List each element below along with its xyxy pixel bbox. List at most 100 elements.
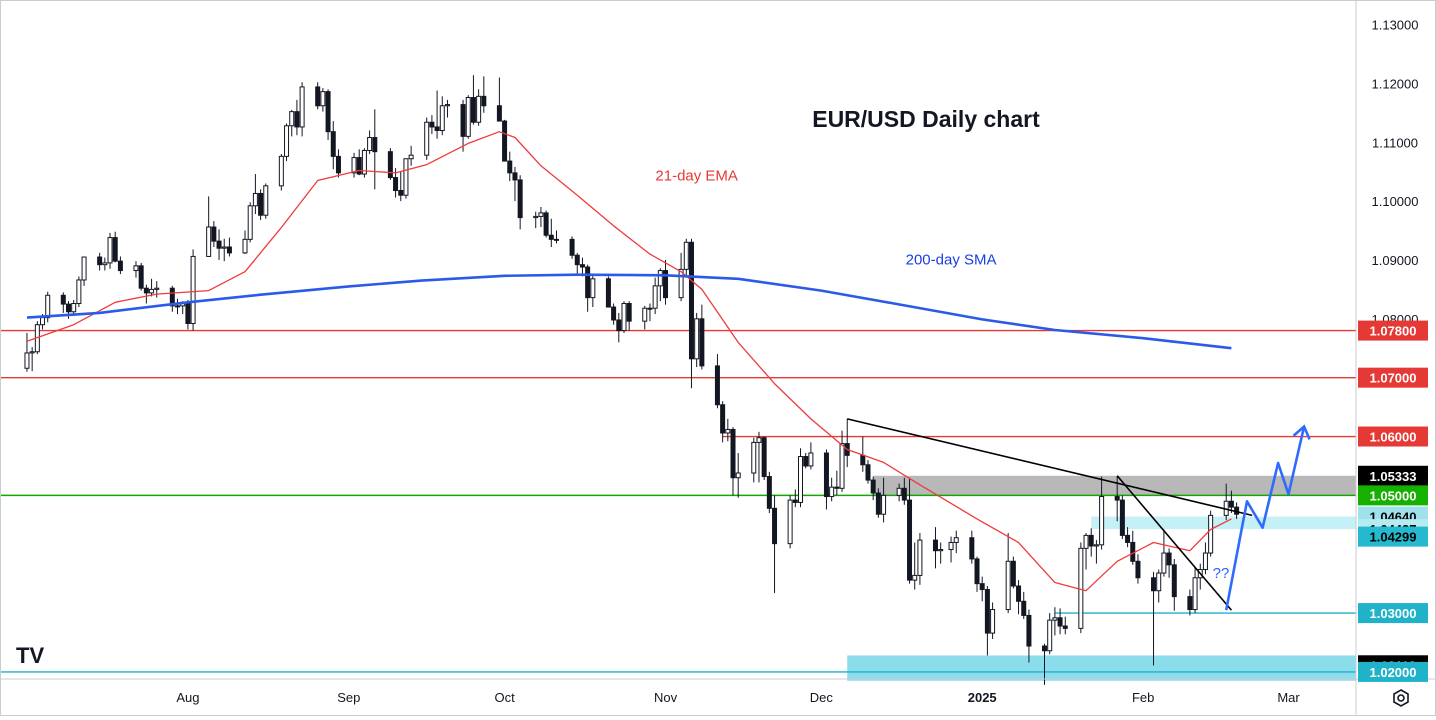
candle-body xyxy=(569,238,575,256)
candle-body xyxy=(1016,585,1022,602)
candle-body xyxy=(398,190,404,196)
candle-body xyxy=(481,95,487,107)
candle-body xyxy=(325,91,331,133)
candle-body xyxy=(1151,577,1157,592)
candle-body xyxy=(460,104,466,137)
candle-body xyxy=(1042,645,1048,652)
candle-body xyxy=(149,288,155,294)
candle-body xyxy=(808,452,814,467)
price-badge-1.07800 xyxy=(1358,320,1428,341)
candle-body xyxy=(865,464,871,481)
candle-body xyxy=(907,499,913,581)
candle-body xyxy=(258,192,264,216)
price-tick-label: 1.09000 xyxy=(1372,253,1419,268)
candle-body xyxy=(553,238,559,241)
candle-body xyxy=(1187,596,1193,611)
candle-body xyxy=(76,279,82,305)
candle-body xyxy=(590,278,596,299)
price-badge-label: 1.03000 xyxy=(1370,606,1417,621)
candle-body xyxy=(393,177,399,192)
candle-body xyxy=(1021,600,1027,616)
candle-body xyxy=(263,185,269,216)
ema-21-line xyxy=(26,131,1232,592)
candle-body xyxy=(839,443,845,489)
price-tick-label: 1.13000 xyxy=(1372,18,1419,33)
candle-body xyxy=(507,160,513,174)
candle-body xyxy=(901,487,907,501)
time-tick-label: Aug xyxy=(176,690,199,705)
candle-body xyxy=(652,285,658,309)
candle-body xyxy=(45,294,51,319)
price-badge-1.02000 xyxy=(1358,661,1428,682)
time-tick-label: Sep xyxy=(337,690,360,705)
candle-body xyxy=(1119,499,1125,536)
candle-body xyxy=(694,318,700,360)
candle-body xyxy=(1228,500,1234,508)
candle-body xyxy=(60,294,66,305)
projection-arrowhead xyxy=(1292,424,1311,440)
price-badge-1.06000 xyxy=(1358,426,1428,447)
candle-body xyxy=(470,97,476,123)
candle-body xyxy=(538,212,544,217)
tradingview-logo: TV xyxy=(16,643,44,668)
gear-icon[interactable] xyxy=(1391,688,1411,708)
candle-body xyxy=(1057,617,1063,627)
candle-body xyxy=(117,260,123,272)
candle-body xyxy=(221,246,227,249)
candle-body xyxy=(642,307,648,322)
candle-body xyxy=(1083,534,1089,549)
candle-body xyxy=(792,499,798,503)
trendline-1 xyxy=(1116,475,1233,611)
candle-body xyxy=(40,317,46,326)
candle-body xyxy=(1062,625,1068,629)
candle-body xyxy=(476,95,482,123)
candle-body xyxy=(735,472,741,479)
zone-0 xyxy=(873,475,1356,496)
time-tick-label: Mar xyxy=(1277,690,1300,705)
candle-body xyxy=(429,121,435,128)
price-badge-1.04299 xyxy=(1358,526,1428,547)
candle-body xyxy=(787,499,793,545)
candle-body xyxy=(1088,534,1094,547)
candle-body xyxy=(65,303,71,313)
candle-body xyxy=(242,238,248,254)
candle-body xyxy=(870,479,876,494)
price-badge-label: 1.07000 xyxy=(1370,371,1417,386)
candle-body xyxy=(107,237,113,264)
price-badge-label: 1.05333 xyxy=(1370,469,1417,484)
time-tick-label: Nov xyxy=(654,690,678,705)
candle-body xyxy=(367,137,373,151)
candle-body xyxy=(356,157,362,175)
candle-body xyxy=(71,303,77,313)
candle-body xyxy=(1125,534,1131,543)
candle-body xyxy=(574,254,580,266)
candle-body xyxy=(829,486,835,498)
candle-body xyxy=(657,270,663,287)
price-badge-label: 1.05000 xyxy=(1370,488,1417,503)
candle-body xyxy=(834,486,840,489)
sma-200-line xyxy=(26,273,1232,350)
price-badge-label: 1.06000 xyxy=(1370,430,1417,445)
candle-body xyxy=(1093,544,1099,547)
candle-body xyxy=(798,456,804,503)
candle-body xyxy=(211,226,217,242)
price-badge-label: 1.04299 xyxy=(1370,530,1417,545)
candle-body xyxy=(299,86,305,128)
candle-body xyxy=(289,111,295,127)
candle-body xyxy=(29,351,35,354)
candle-body xyxy=(953,537,959,543)
candle-body xyxy=(315,86,321,107)
candle-body xyxy=(1099,496,1105,546)
candle-body xyxy=(335,155,341,174)
candle-body xyxy=(699,318,705,367)
candle-body xyxy=(969,537,975,560)
candle-body xyxy=(512,172,518,181)
candle-body xyxy=(543,212,549,236)
candle-body xyxy=(766,476,772,509)
annotation-label: ?? xyxy=(1213,565,1230,582)
price-tick-label: 1.11000 xyxy=(1372,135,1418,150)
candle-body xyxy=(761,437,767,478)
candle-body xyxy=(751,441,757,474)
